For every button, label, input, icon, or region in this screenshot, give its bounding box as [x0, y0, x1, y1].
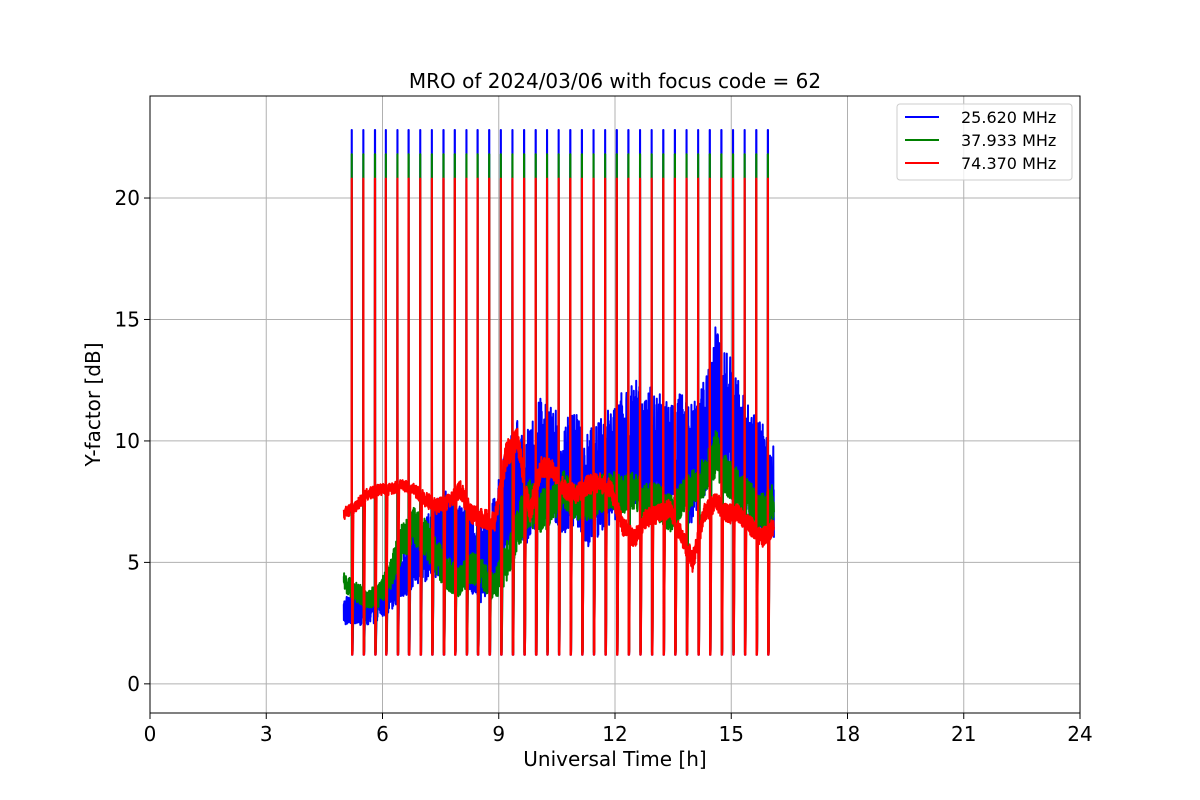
x-tick-label: 12 [602, 722, 627, 746]
plot-series [342, 129, 775, 656]
x-tick-label: 24 [1067, 722, 1092, 746]
x-tick-label: 15 [719, 722, 744, 746]
series-line [342, 177, 775, 656]
chart-title: MRO of 2024/03/06 with focus code = 62 [409, 69, 821, 93]
x-tick-label: 3 [260, 722, 273, 746]
x-tick-label: 9 [492, 722, 505, 746]
x-tick-label: 21 [951, 722, 976, 746]
y-axis-label: Y-factor [dB] [81, 342, 105, 467]
legend-label: 74.370 MHz [961, 154, 1056, 173]
y-tick-label: 10 [115, 429, 140, 453]
x-tick-label: 6 [376, 722, 389, 746]
y-tick-label: 5 [127, 550, 140, 574]
x-tick-label: 18 [835, 722, 860, 746]
legend-label: 37.933 MHz [961, 131, 1056, 150]
axis-ticks: 0 3 6 9 12 15 18 21 24 0 5 10 15 20 [115, 186, 1093, 746]
y-tick-label: 20 [115, 186, 140, 210]
y-tick-label: 15 [115, 307, 140, 331]
x-axis-label: Universal Time [h] [523, 747, 706, 771]
legend-box [896, 103, 1073, 181]
x-tick-label: 0 [144, 722, 157, 746]
y-tick-label: 0 [127, 672, 140, 696]
legend-label: 25.620 MHz [961, 108, 1056, 127]
legend: 25.620 MHz 37.933 MHz 74.370 MHz [896, 103, 1073, 181]
